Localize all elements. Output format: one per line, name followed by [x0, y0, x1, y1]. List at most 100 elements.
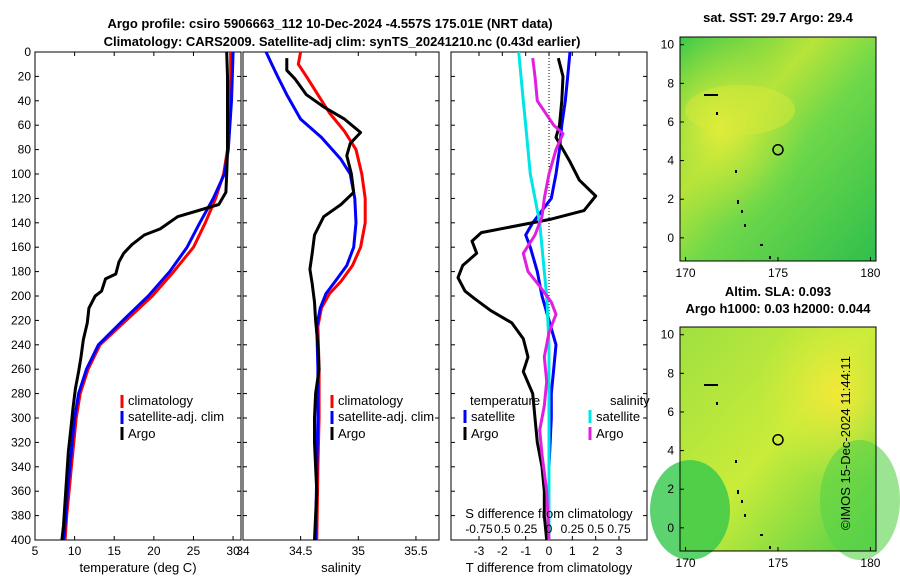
x-tick-label: -2	[497, 544, 508, 558]
y-tick-label: 200	[11, 289, 31, 303]
legend-label: Argo	[128, 426, 155, 441]
legend-label: satellite	[471, 409, 515, 424]
x-tick-label: 1	[569, 544, 576, 558]
legend-title-salinity: salinity	[610, 393, 650, 408]
x-tick-label: 25	[187, 544, 201, 558]
y-tick-label: 40	[18, 94, 32, 108]
series-line	[521, 57, 565, 541]
y-tick-label: 8	[667, 76, 674, 90]
x-tick-label: 3	[616, 544, 623, 558]
x-tick-label: 35	[352, 544, 366, 558]
sla-map-islands	[704, 384, 771, 549]
legend-label: satellite-adj. clim	[128, 409, 224, 424]
y-tick-label: 6	[667, 115, 674, 129]
y-tick-label: 140	[11, 216, 31, 230]
x-tick-label: 34.5	[289, 544, 313, 558]
legend-label: satellite	[596, 409, 640, 424]
y-tick-label: 0	[667, 231, 674, 245]
x-tick-label: 20	[147, 544, 161, 558]
sst-map-warm-band	[685, 85, 795, 135]
sst-map-axes: 170 175 180 0 2 4 6 8 10	[661, 36, 881, 280]
salinity-xlabel: salinity	[321, 560, 361, 575]
legend-label: Argo	[338, 426, 365, 441]
figure-title-line1: Argo profile: csiro 5906663_112 10-Dec-2…	[107, 16, 552, 31]
y-tick-label: 8	[667, 366, 674, 380]
y-tick-label: 180	[11, 265, 31, 279]
legend-label: satellite-adj. clim	[338, 409, 434, 424]
x-tick-label: 175	[768, 266, 788, 280]
sla-map-low-patch	[650, 460, 730, 560]
y-tick-label: 380	[11, 509, 31, 523]
y-tick-label: 100	[11, 167, 31, 181]
s-diff-tick-label: 0	[546, 522, 553, 536]
sst-map	[680, 37, 876, 261]
y-tick-label: 60	[18, 118, 32, 132]
y-tick-label: 4	[667, 154, 674, 168]
sla-map	[650, 327, 900, 560]
x-tick-label: 30	[226, 544, 240, 558]
x-tick-label: 170	[676, 556, 696, 570]
x-tick-label: 10	[68, 544, 82, 558]
y-tick-label: 80	[18, 143, 32, 157]
figure-title-line2: Climatology: CARS2009. Satellite-adj cli…	[104, 34, 581, 49]
legend-label: Argo	[596, 426, 623, 441]
s-difference-label: S difference from climatology	[465, 506, 633, 521]
x-tick-label: 35.5	[404, 544, 428, 558]
sla-map-axes: 170 175 180 0 2 4 6 8 10	[661, 326, 881, 570]
sla-map-low-patch-east	[820, 440, 900, 560]
series-line	[62, 51, 235, 541]
x-tick-label: 180	[860, 266, 880, 280]
legend-label: climatology	[338, 393, 404, 408]
s-diff-tick-label: 0.25	[514, 522, 538, 536]
s-diff-tick-label: 0.25	[561, 522, 585, 536]
argo-location-marker	[772, 144, 784, 156]
series-line	[456, 57, 598, 541]
x-tick-label: 2	[592, 544, 599, 558]
copyright-stamp: ©IMOS 15-Dec-2024 11:44:11	[838, 356, 853, 530]
y-tick-label: 320	[11, 435, 31, 449]
x-tick-label: 34	[236, 544, 250, 558]
x-tick-label: -1	[520, 544, 531, 558]
y-tick-label: 120	[11, 191, 31, 205]
y-tick-label: 2	[667, 192, 674, 206]
x-tick-label: 5	[32, 544, 39, 558]
y-tick-label: 220	[11, 313, 31, 327]
x-tick-label: 175	[768, 556, 788, 570]
series-line	[285, 58, 363, 541]
s-difference-ticks: -0.75 0.5 0.25 0 0.25 0.5 0.75	[465, 522, 631, 536]
series-line	[60, 51, 229, 541]
y-tick-label: 340	[11, 460, 31, 474]
y-tick-label: 6	[667, 405, 674, 419]
plot-frame	[242, 51, 440, 541]
legend-label: climatology	[128, 393, 194, 408]
temperature-panel: 5 10 15 20 25 3002040608010012014016018020022…	[11, 45, 242, 558]
temperature-xlabel: temperature (deg C)	[79, 560, 196, 575]
temperature-legend: climatology satellite-adj. clim Argo	[120, 393, 224, 441]
s-diff-tick-label: -0.75	[465, 522, 493, 536]
y-tick-label: 2	[667, 482, 674, 496]
s-diff-tick-label: 0.5	[587, 522, 604, 536]
difference-legend: temperature salinity satellite Argo sate…	[463, 393, 650, 441]
y-tick-label: 260	[11, 362, 31, 376]
x-tick-label: -3	[474, 544, 485, 558]
legend-title-temperature: temperature	[470, 393, 540, 408]
s-diff-tick-label: 0.5	[494, 522, 511, 536]
y-tick-label: 0	[667, 521, 674, 535]
difference-panel: -3 -2 -1 0 1 2 3	[450, 51, 648, 558]
argo-location-marker	[772, 434, 784, 446]
y-tick-label: 240	[11, 338, 31, 352]
legend-label: Argo	[471, 426, 498, 441]
x-tick-label: 170	[676, 266, 696, 280]
x-tick-label: 0	[546, 544, 553, 558]
sst-map-warm-patch	[680, 37, 876, 261]
y-tick-label: 10	[661, 38, 675, 52]
x-tick-label: 15	[108, 544, 122, 558]
difference-xlabel: T difference from climatology	[466, 560, 633, 575]
y-tick-label: 4	[667, 444, 674, 458]
y-tick-label: 300	[11, 411, 31, 425]
y-tick-label: 0	[24, 45, 31, 59]
y-tick-label: 400	[11, 533, 31, 547]
series-line	[524, 51, 572, 540]
salinity-legend: climatology satellite-adj. clim Argo	[330, 393, 434, 441]
